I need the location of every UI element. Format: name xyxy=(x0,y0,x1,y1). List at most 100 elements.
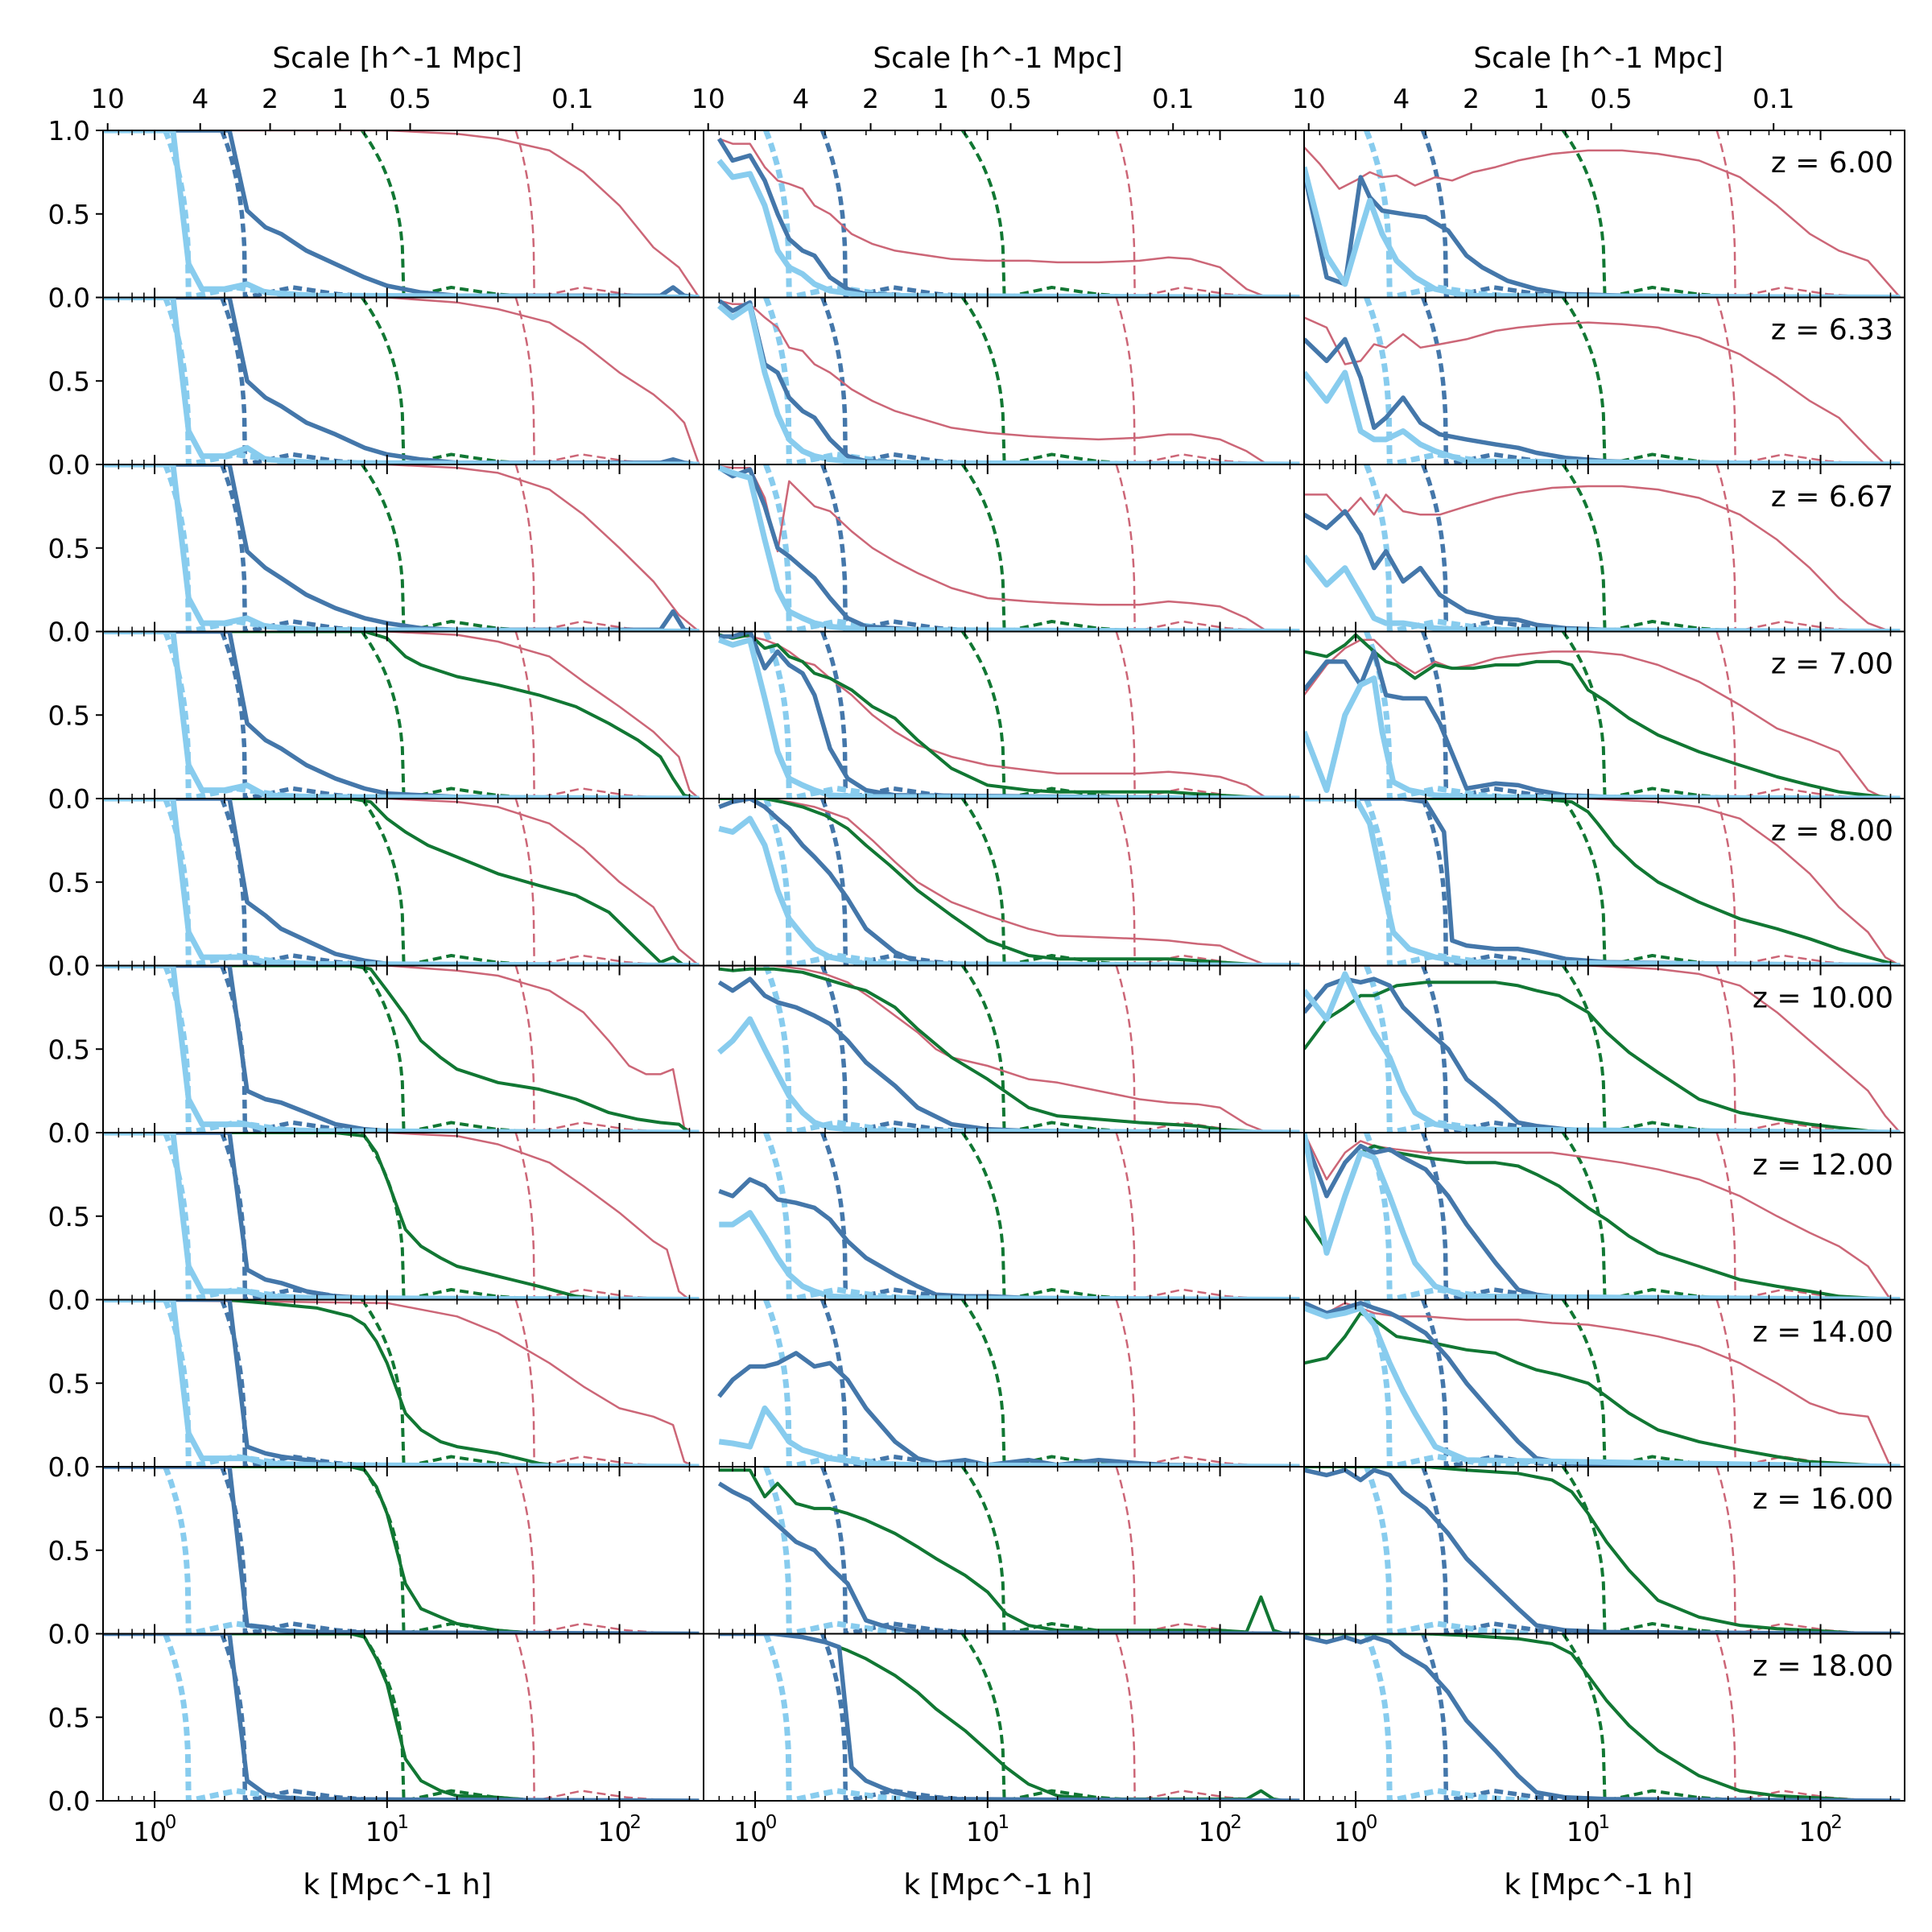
dark-blue-cutoff-dashed-line xyxy=(820,1467,986,1634)
dark-blue-series-line xyxy=(1304,171,1901,298)
top-axis-label: Scale [h^-1 Mpc] xyxy=(1473,42,1723,75)
dark-blue-series-line xyxy=(718,1177,1300,1300)
top-tick-label: 10 xyxy=(1292,83,1326,114)
red-series-line xyxy=(719,799,1268,966)
green-cutoff-dashed-line xyxy=(960,1133,1145,1300)
red-series-line xyxy=(718,138,1268,298)
dark-blue-cutoff-dashed-line xyxy=(1421,965,1587,1133)
panel-r10-c2 xyxy=(703,1633,1305,1802)
light-blue-cutoff-dashed-line xyxy=(163,1467,329,1634)
panel-frame xyxy=(703,1633,1305,1802)
bottom-tick-label: 10 xyxy=(1799,1816,1833,1847)
dark-blue-series-line xyxy=(719,631,1300,799)
light-blue-series-line xyxy=(103,631,700,799)
panel-frame xyxy=(703,1132,1305,1301)
redshift-label: z = 12.00 xyxy=(1752,1149,1893,1182)
panel-r5-c2 xyxy=(703,798,1305,967)
green-cutoff-dashed-line xyxy=(360,297,544,464)
dark-blue-series-line xyxy=(1304,509,1901,632)
red-cutoff-dashed-line xyxy=(1115,130,1275,298)
y-tick-label: 0.5 xyxy=(48,199,90,230)
light-blue-cutoff-dashed-line xyxy=(763,799,930,966)
panel-r1-c1: 0.0 0.5 1.0 xyxy=(48,115,704,314)
dark-blue-series-line xyxy=(1304,649,1901,799)
dark-blue-cutoff-dashed-line xyxy=(820,965,986,1133)
bottom-axis-label: k [Mpc^-1 h] xyxy=(1504,1868,1692,1901)
light-blue-cutoff-dashed-line xyxy=(763,1633,930,1801)
y-tick-label: 0.0 xyxy=(48,1117,90,1149)
top-tick-label: 1 xyxy=(332,83,349,114)
green-cutoff-dashed-line xyxy=(1561,1633,1745,1801)
red-series-line xyxy=(1304,638,1886,799)
green-cutoff-dashed-line xyxy=(360,965,544,1133)
redshift-label: z = 10.00 xyxy=(1752,982,1893,1015)
dark-blue-cutoff-dashed-line xyxy=(820,130,986,298)
panel-r10-c3: z = 18.00 xyxy=(1303,1633,1905,1802)
red-series-line xyxy=(103,965,696,1133)
panel-plot-area xyxy=(103,297,700,464)
redshift-label: z = 6.00 xyxy=(1771,147,1893,180)
light-blue-cutoff-dashed-line xyxy=(163,1133,329,1300)
red-cutoff-dashed-line xyxy=(1715,1133,1876,1300)
panels-layer: 0.0 0.5 1.0 z = 6.00 0.0 0.5 z = 6.33 0.0 0.5 z =… xyxy=(48,115,1905,1817)
dark-blue-cutoff-dashed-line xyxy=(220,464,386,632)
dark-blue-cutoff-dashed-line xyxy=(1421,1633,1587,1801)
panel-plot-area xyxy=(1304,130,1901,298)
top-tick-label: 0.1 xyxy=(1752,83,1794,114)
panel-frame xyxy=(102,1633,704,1802)
light-blue-cutoff-dashed-line xyxy=(1364,130,1530,298)
redshift-label: z = 7.00 xyxy=(1771,648,1893,681)
bottom-tick-exponent: 1 xyxy=(997,1812,1009,1833)
red-series-line xyxy=(1304,1133,1892,1300)
panel-r5-c1: 0.0 0.5 xyxy=(48,798,704,982)
dark-blue-cutoff-dashed-line xyxy=(220,965,386,1133)
light-blue-cutoff-dashed-line xyxy=(763,464,930,632)
bottom-tick-exponent: 2 xyxy=(630,1812,642,1833)
dark-blue-cutoff-dashed-line xyxy=(1421,464,1587,632)
red-cutoff-dashed-line xyxy=(1115,631,1275,799)
green-series-line xyxy=(103,1633,700,1801)
red-series-line xyxy=(719,634,1269,799)
panel-r2-c3: z = 6.33 xyxy=(1303,296,1905,465)
dark-blue-cutoff-dashed-line xyxy=(820,631,986,799)
panel-r3-c1: 0.0 0.5 xyxy=(48,464,704,648)
light-blue-cutoff-dashed-line xyxy=(763,1467,930,1634)
y-tick-label: 0.0 xyxy=(48,951,90,982)
redshift-label: z = 6.33 xyxy=(1771,314,1893,347)
y-tick-label: 0.0 xyxy=(48,783,90,815)
bottom-axis-label: k [Mpc^-1 h] xyxy=(303,1868,491,1901)
light-blue-series-line xyxy=(1304,1305,1901,1467)
top-tick-label: 4 xyxy=(1393,83,1410,114)
red-cutoff-dashed-line xyxy=(1715,297,1876,464)
top-axis-col-2: Scale [h^-1 Mpc] 10 4 2 1 0.5 0.1 xyxy=(691,42,1194,130)
green-series-line xyxy=(719,1633,1286,1801)
panel-r4-c3: z = 7.00 xyxy=(1303,630,1905,799)
panel-r6-c1: 0.0 0.5 xyxy=(48,964,704,1149)
bottom-tick-exponent: 2 xyxy=(1831,1812,1843,1833)
dark-blue-series-line xyxy=(1304,1634,1901,1801)
top-tick-label: 0.5 xyxy=(989,83,1031,114)
top-tick-label: 10 xyxy=(91,83,125,114)
panel-plot-area xyxy=(717,1467,1300,1634)
green-cutoff-dashed-line xyxy=(360,130,544,298)
panel-plot-area xyxy=(718,799,1300,966)
y-tick-label: 0.5 xyxy=(48,365,90,397)
light-blue-series-line xyxy=(1304,675,1901,799)
y-tick-label: 0.0 xyxy=(48,1785,90,1817)
red-series-line xyxy=(718,299,1269,464)
panel-plot-area xyxy=(103,1633,700,1801)
red-series-line xyxy=(1304,965,1901,1133)
y-tick-label: 0.0 xyxy=(48,617,90,648)
y-tick-label: 0.5 xyxy=(48,1034,90,1065)
panel-r4-c1: 0.0 0.5 xyxy=(48,630,704,815)
panel-plot-area xyxy=(1304,1133,1901,1300)
red-series-line xyxy=(103,297,700,464)
panel-r1-c3: z = 6.00 xyxy=(1303,130,1905,299)
y-tick-label: 0.0 xyxy=(48,283,90,314)
green-series-line xyxy=(103,1467,700,1634)
red-series-line xyxy=(1304,485,1891,632)
panel-r5-c3: z = 8.00 xyxy=(1303,798,1905,967)
bottom-tick-exponent: 0 xyxy=(165,1812,177,1833)
